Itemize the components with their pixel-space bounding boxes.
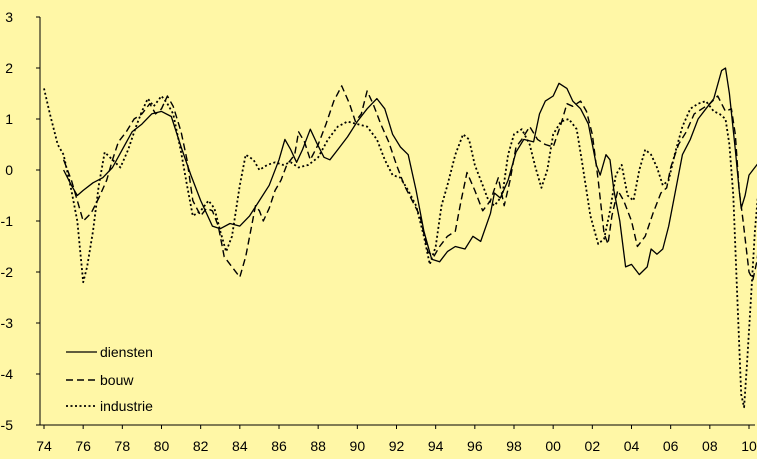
x-tick-label: 86	[271, 438, 287, 454]
x-tick-label: 92	[389, 438, 405, 454]
y-tick-label: -5	[1, 417, 14, 433]
x-tick-label: 90	[350, 438, 366, 454]
x-axis-ticks: 74 76 78 80 82 84 86 88 90 92 94 96 98 00 02 04 06 08 10	[36, 425, 757, 454]
y-tick-label: -3	[1, 315, 14, 331]
x-tick-label: 84	[232, 438, 248, 454]
x-tick-label: 76	[75, 438, 91, 454]
y-tick-label: -2	[1, 264, 14, 280]
x-tick-label: 74	[36, 438, 52, 454]
y-tick-label: 3	[5, 9, 13, 25]
y-tick-label: 0	[5, 162, 13, 178]
legend-label-industrie: industrie	[100, 398, 153, 414]
x-tick-label: 94	[428, 438, 444, 454]
series-line-industrie	[43, 88, 757, 409]
x-tick-label: 98	[506, 438, 522, 454]
x-tick-label: 04	[624, 438, 640, 454]
y-tick-label: 1	[5, 111, 13, 127]
x-tick-label: 10	[741, 438, 757, 454]
x-tick-label: 96	[467, 438, 483, 454]
axes	[39, 17, 755, 426]
y-tick-label: -1	[1, 213, 14, 229]
x-tick-label: 88	[310, 438, 326, 454]
series-line-bouw	[62, 85, 757, 281]
legend: diensten bouw industrie	[66, 344, 153, 414]
y-axis-ticks: 3 2 1 0 -1 -2 -3 -4 -5	[1, 9, 40, 433]
x-tick-label: 82	[193, 438, 209, 454]
y-tick-label: 2	[5, 60, 13, 76]
x-tick-label: 80	[154, 438, 170, 454]
legend-label-bouw: bouw	[100, 372, 134, 388]
y-tick-label: -4	[1, 366, 14, 382]
x-tick-label: 00	[545, 438, 561, 454]
series-layer	[43, 67, 757, 409]
x-tick-label: 08	[702, 438, 718, 454]
legend-label-diensten: diensten	[100, 344, 153, 360]
x-tick-label: 02	[585, 438, 601, 454]
x-tick-label: 78	[115, 438, 131, 454]
x-tick-label: 06	[663, 438, 679, 454]
series-line-diensten	[63, 67, 757, 276]
